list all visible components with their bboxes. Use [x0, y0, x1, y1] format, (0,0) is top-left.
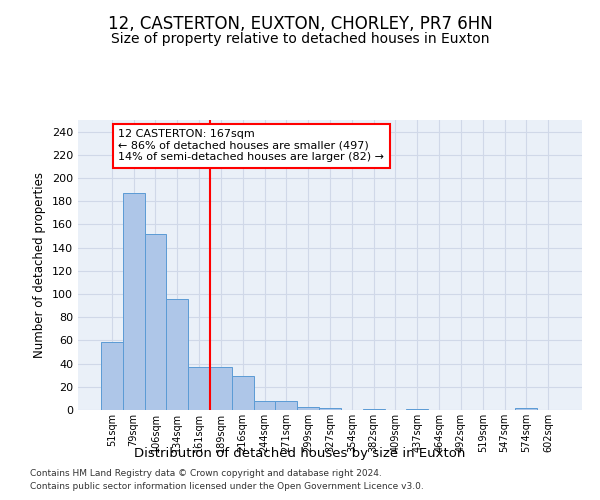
- Bar: [406, 409, 428, 410]
- Bar: [232, 376, 254, 410]
- Bar: [210, 367, 232, 410]
- Bar: [101, 342, 123, 410]
- Text: 12, CASTERTON, EUXTON, CHORLEY, PR7 6HN: 12, CASTERTON, EUXTON, CHORLEY, PR7 6HN: [107, 15, 493, 33]
- Bar: [145, 234, 166, 410]
- Text: Size of property relative to detached houses in Euxton: Size of property relative to detached ho…: [111, 32, 489, 46]
- Bar: [166, 298, 188, 410]
- Text: Distribution of detached houses by size in Euxton: Distribution of detached houses by size …: [134, 448, 466, 460]
- Text: 12 CASTERTON: 167sqm
← 86% of detached houses are smaller (497)
14% of semi-deta: 12 CASTERTON: 167sqm ← 86% of detached h…: [118, 130, 385, 162]
- Bar: [254, 400, 275, 410]
- Bar: [515, 408, 537, 410]
- Bar: [123, 193, 145, 410]
- Y-axis label: Number of detached properties: Number of detached properties: [34, 172, 46, 358]
- Bar: [297, 406, 319, 410]
- Bar: [363, 409, 385, 410]
- Bar: [275, 400, 297, 410]
- Bar: [319, 408, 341, 410]
- Bar: [188, 367, 210, 410]
- Text: Contains public sector information licensed under the Open Government Licence v3: Contains public sector information licen…: [30, 482, 424, 491]
- Text: Contains HM Land Registry data © Crown copyright and database right 2024.: Contains HM Land Registry data © Crown c…: [30, 468, 382, 477]
